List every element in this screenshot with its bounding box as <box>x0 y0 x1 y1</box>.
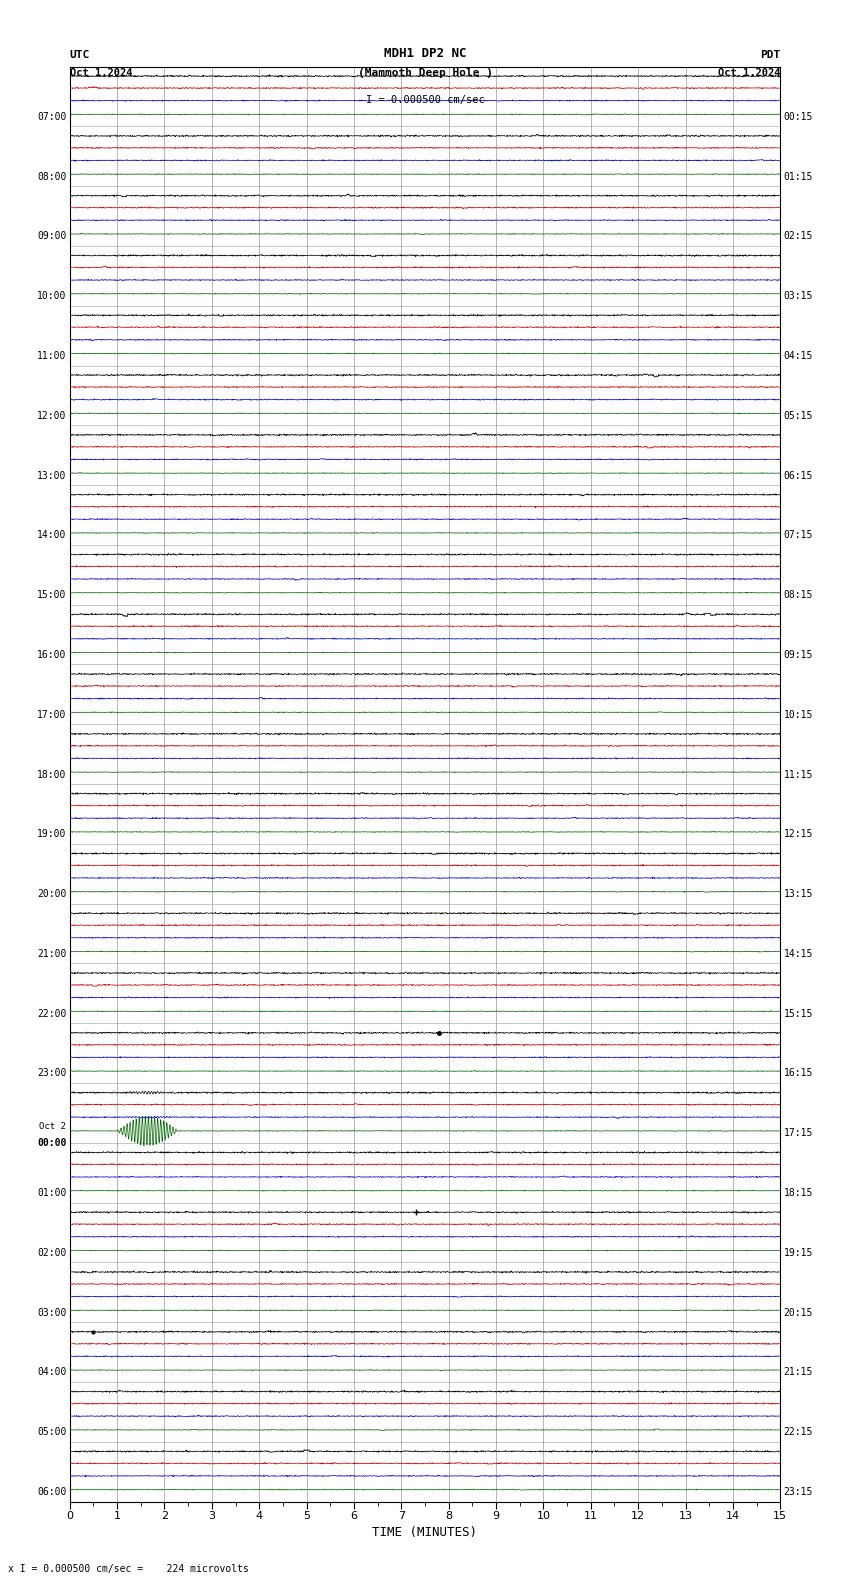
Text: 18:00: 18:00 <box>37 770 66 779</box>
Text: 22:00: 22:00 <box>37 1009 66 1019</box>
Text: 01:00: 01:00 <box>37 1188 66 1198</box>
Text: 15:00: 15:00 <box>37 591 66 600</box>
Text: 10:00: 10:00 <box>37 291 66 301</box>
Text: 19:15: 19:15 <box>784 1248 813 1258</box>
Text: 08:00: 08:00 <box>37 171 66 182</box>
Text: 10:15: 10:15 <box>784 710 813 719</box>
Text: 17:00: 17:00 <box>37 710 66 719</box>
Text: 20:00: 20:00 <box>37 889 66 900</box>
Text: 15:15: 15:15 <box>784 1009 813 1019</box>
Text: (Mammoth Deep Hole ): (Mammoth Deep Hole ) <box>358 68 492 78</box>
Text: 12:00: 12:00 <box>37 410 66 421</box>
Text: 06:00: 06:00 <box>37 1487 66 1497</box>
Text: 19:00: 19:00 <box>37 830 66 840</box>
Text: 14:00: 14:00 <box>37 531 66 540</box>
X-axis label: TIME (MINUTES): TIME (MINUTES) <box>372 1525 478 1538</box>
Text: 23:00: 23:00 <box>37 1069 66 1079</box>
Text: UTC: UTC <box>70 51 90 60</box>
Text: 14:15: 14:15 <box>784 949 813 958</box>
Text: 22:15: 22:15 <box>784 1427 813 1437</box>
Text: 12:15: 12:15 <box>784 830 813 840</box>
Text: Oct 2: Oct 2 <box>39 1123 66 1131</box>
Text: PDT: PDT <box>760 51 780 60</box>
Text: 07:15: 07:15 <box>784 531 813 540</box>
Text: 00:00: 00:00 <box>37 1137 66 1148</box>
Text: MDH1 DP2 NC: MDH1 DP2 NC <box>383 48 467 60</box>
Text: 04:00: 04:00 <box>37 1367 66 1378</box>
Text: 16:00: 16:00 <box>37 649 66 661</box>
Text: 03:15: 03:15 <box>784 291 813 301</box>
Text: 05:15: 05:15 <box>784 410 813 421</box>
Text: 21:00: 21:00 <box>37 949 66 958</box>
Text: 07:00: 07:00 <box>37 112 66 122</box>
Text: 02:00: 02:00 <box>37 1248 66 1258</box>
Text: 13:15: 13:15 <box>784 889 813 900</box>
Text: 18:15: 18:15 <box>784 1188 813 1198</box>
Text: 02:15: 02:15 <box>784 231 813 241</box>
Text: 04:15: 04:15 <box>784 352 813 361</box>
Text: 13:00: 13:00 <box>37 470 66 480</box>
Text: 03:00: 03:00 <box>37 1308 66 1318</box>
Text: 08:15: 08:15 <box>784 591 813 600</box>
Text: 01:15: 01:15 <box>784 171 813 182</box>
Text: 16:15: 16:15 <box>784 1069 813 1079</box>
Text: 09:15: 09:15 <box>784 649 813 661</box>
Text: 17:15: 17:15 <box>784 1128 813 1139</box>
Text: x I = 0.000500 cm/sec =    224 microvolts: x I = 0.000500 cm/sec = 224 microvolts <box>8 1565 249 1574</box>
Text: 21:15: 21:15 <box>784 1367 813 1378</box>
Text: 20:15: 20:15 <box>784 1308 813 1318</box>
Text: 11:15: 11:15 <box>784 770 813 779</box>
Text: I = 0.000500 cm/sec: I = 0.000500 cm/sec <box>366 95 484 105</box>
Text: 05:00: 05:00 <box>37 1427 66 1437</box>
Text: 23:15: 23:15 <box>784 1487 813 1497</box>
Text: 11:00: 11:00 <box>37 352 66 361</box>
Text: Oct 1,2024: Oct 1,2024 <box>717 68 780 78</box>
Text: Oct 1,2024: Oct 1,2024 <box>70 68 133 78</box>
Text: 09:00: 09:00 <box>37 231 66 241</box>
Text: 06:15: 06:15 <box>784 470 813 480</box>
Text: 00:15: 00:15 <box>784 112 813 122</box>
